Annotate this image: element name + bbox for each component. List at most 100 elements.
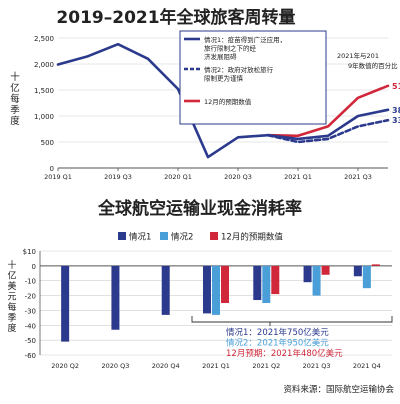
chart2-y-axis-label-char: 亿: [7, 270, 16, 282]
chart2-y-axis-label-char: 度: [7, 322, 16, 334]
chart2-bar: [161, 265, 170, 315]
chart2-x-tick-label: 2020 Q2: [51, 362, 79, 370]
chart2-x-tick-label: 2020 Q3: [101, 362, 129, 370]
chart1-annotation: 2021年与201 9年数值的百分比: [337, 51, 398, 70]
chart2-bar: [61, 265, 70, 342]
chart2-x-tick-label: 2021 Q2: [252, 362, 280, 370]
chart1-legend-label-line: 限制更为谨慎: [204, 74, 244, 83]
chart1-y-axis-label-char: 十: [10, 71, 20, 83]
chart2-legend-swatch: [160, 232, 168, 240]
chart1-series-line: [266, 118, 390, 144]
chart1-series-line: [56, 42, 270, 159]
chart2-callout-line: 12月预期：2021年480亿美元: [226, 348, 343, 359]
chart2-legend-label: 情况2: [171, 232, 193, 243]
chart2-legend-swatch: [118, 232, 126, 240]
chart1-lines: [56, 42, 390, 159]
chart1-legend-label: 情况1：疫苗得到广泛应用，旅行限制之下的经济发展阻碍: [204, 35, 286, 61]
chart2-y-ticks: $10 0 -10 -20 -30 -40 -50 -60: [23, 248, 36, 360]
chart1-end-label: 38%: [392, 106, 400, 115]
chart1-y-axis-label-char: 季: [10, 104, 20, 116]
chart2-bar: [362, 265, 371, 289]
chart1-legend-label-line: 情况1：疫苗得到广泛应用，: [204, 35, 286, 44]
chart2-y-axis-label-char: 季: [7, 312, 16, 324]
chart2-legend-label: 12月的预期数值: [221, 232, 283, 243]
chart1-title: 2019–2021年全球旅客周转量: [56, 7, 295, 28]
chart1-legend-label-line: 情况2：政府对放松旅行: [204, 65, 274, 74]
chart2-bar: [262, 265, 271, 303]
chart2-callout-line: 情况2：2021年950亿美元: [226, 338, 329, 349]
chart2-y-tick-label: -50: [25, 337, 36, 345]
chart1-legend-label: 12月的预期数值: [204, 97, 252, 106]
chart2-callout: 情况1：2021年750亿美元情况2：2021年950亿美元12月预期：2021…: [191, 316, 393, 359]
chart1-x-tick-label: 2019 Q1: [44, 173, 72, 181]
chart2-x-ticks: 2020 Q2 2020 Q3 2020 Q4 2021 Q1 2021 Q2 2021 …: [51, 362, 381, 370]
chart1-legend-label-line: 12月的预期数值: [204, 97, 252, 106]
chart1-x-tick-label: 2020 Q3: [224, 173, 252, 181]
chart2-bar: [212, 265, 220, 315]
chart2-x-tick-label: 2021 Q4: [353, 362, 381, 370]
chart1-x-tick-label: 2020 Q1: [164, 173, 192, 181]
chart2-y-tick-label: -40: [25, 322, 36, 330]
chart2-bar: [371, 264, 380, 266]
chart1-annotation-line: 9年数值的百分比: [348, 61, 398, 70]
chart2-y-tick-label: -20: [25, 293, 36, 301]
chart1-annotation-line: 2021年与201: [337, 51, 379, 60]
chart2-bar: [271, 265, 280, 295]
chart1-x-ticks: 2019 Q1 2019 Q3 2020 Q1 2020 Q3 2021 Q1 2021 …: [44, 168, 372, 181]
chart1-y-tick-label: 500: [41, 139, 54, 147]
chart2-bar: [111, 265, 120, 330]
chart1-y-axis-label-char: 每: [10, 93, 20, 105]
chart2-y-axis-label-char: 元: [7, 293, 16, 303]
chart2-bar: [303, 265, 312, 283]
chart2-callout-line: 情况1：2021年750亿美元: [226, 327, 329, 338]
chart1-legend: 情况1：疫苗得到广泛应用，旅行限制之下的经济发展阻碍情况2：政府对放松旅行限制更…: [179, 30, 327, 125]
chart1-legend-label-line: 济发展阻碍: [204, 52, 237, 61]
chart2-bar: [203, 265, 211, 314]
chart2-bar: [353, 265, 362, 277]
chart2-bars: [61, 264, 380, 342]
chart1-y-ticks: 0 500 1,000 1,500 2,000 2,500: [34, 35, 54, 173]
chart2-legend: 情况1 情况2 12月的预期数值: [118, 232, 283, 243]
chart2-y-tick-label: -30: [25, 307, 36, 315]
chart1-x-tick-label: 2021 Q1: [284, 173, 312, 181]
chart1-end-label: 33%: [392, 116, 400, 125]
chart2-legend-label: 情况1: [129, 232, 151, 243]
chart1-y-tick-label: 1,000: [34, 113, 54, 121]
chart2-bar: [253, 265, 262, 301]
chart2-y-axis-label-char: 十: [7, 259, 16, 271]
chart1-end-labels: 51% 33%38%: [392, 82, 400, 125]
chart1-y-axis-label-char: 度: [10, 115, 20, 127]
chart2-legend-swatch: [210, 232, 218, 240]
chart2-x-tick-label: 2021 Q1: [202, 362, 230, 370]
chart1-y-tick-label: 0: [50, 165, 54, 173]
chart1-annotation-text: 2021年与201 9年数值的百分比: [337, 51, 398, 70]
chart2-y-tick-label: -10: [25, 278, 36, 286]
chart1-y-axis-label-char: 亿: [10, 82, 20, 94]
chart2-y-tick-label: -60: [25, 352, 36, 360]
chart1-series-line: [266, 108, 390, 141]
chart2-x-tick-label: 2020 Q4: [152, 362, 180, 370]
chart2-y-tick-label: $10: [23, 248, 36, 256]
chart1-x-tick-label: 2021 Q3: [344, 173, 372, 181]
chart2-bar: [312, 265, 321, 296]
chart2-y-axis-label-char: 美: [7, 280, 16, 292]
source-note: 资料来源：国际航空运输协会: [283, 384, 394, 395]
chart1-legend-label: 情况2：政府对放松旅行限制更为谨慎: [204, 65, 274, 83]
chart2-callout-bracket: [191, 316, 393, 323]
chart1-y-tick-label: 2,500: [34, 35, 54, 43]
chart1-series-line: [266, 84, 390, 138]
chart1-end-label: 51%: [392, 82, 400, 91]
chart1-legend-box: [179, 30, 327, 125]
chart1-legend-label-line: 旅行限制之下的经: [204, 44, 257, 53]
chart2-title: 全球航空运输业现金消耗率: [97, 198, 302, 219]
chart1-x-tick-label: 2019 Q3: [104, 173, 132, 181]
chart2-bar: [321, 265, 330, 275]
chart1-y-tick-label: 2,000: [34, 61, 54, 69]
chart2-bar: [221, 265, 229, 303]
chart1-y-tick-label: 1,500: [34, 87, 54, 95]
chart2-x-tick-label: 2021 Q3: [303, 362, 331, 370]
